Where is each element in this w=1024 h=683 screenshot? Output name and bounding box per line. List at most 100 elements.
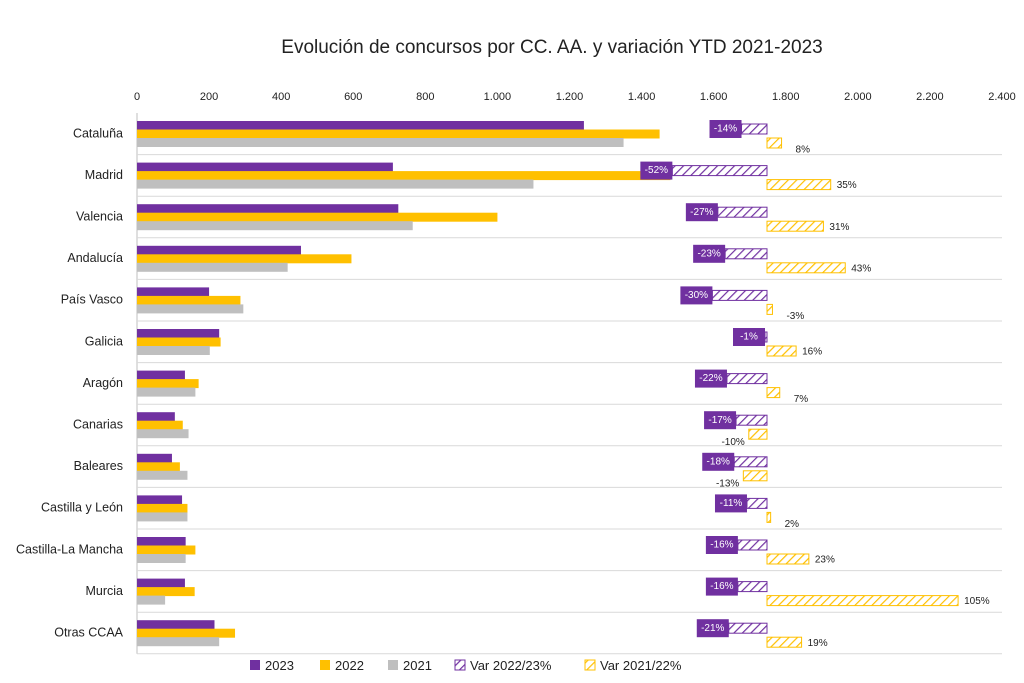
legend-swatch	[454, 659, 466, 671]
var-2022-23-bar	[746, 497, 768, 509]
var-2021-22-bar	[766, 303, 773, 315]
legend: 2023 2022 2021 Var 2022/23% Var 2021/22%	[250, 658, 682, 673]
var-2022-23-bar	[741, 123, 768, 135]
bar-2021	[137, 512, 188, 522]
bar-2022	[137, 337, 221, 347]
var-2021-22-bar	[748, 428, 768, 440]
category-row: Canarias -17% -10%	[73, 411, 1002, 448]
var-2022-23-label: -14%	[714, 124, 737, 135]
bar-2022	[137, 295, 241, 305]
var-2021-22-label: 43%	[851, 263, 871, 274]
legend-swatch	[388, 660, 398, 670]
bar-2022	[137, 587, 195, 597]
bar-2023	[137, 204, 399, 214]
category-label: Baleares	[74, 459, 123, 473]
legend-label: 2021	[403, 658, 432, 673]
bar-2022	[137, 628, 236, 638]
bar-2023	[137, 453, 172, 463]
category-label: Madrid	[85, 168, 123, 182]
bar-2022	[137, 379, 199, 389]
bar-2021	[137, 346, 210, 355]
bar-2021	[137, 637, 220, 647]
x-tick-label: 2.200	[916, 91, 944, 103]
var-2021-22-label: 105%	[964, 596, 990, 607]
var-2022-23-label-box	[693, 244, 726, 263]
category-label: Castilla y León	[41, 501, 123, 515]
category-rows: Cataluña -14% 8% Madrid -52% 35% Valencia -27% 3…	[16, 120, 1002, 655]
var-2022-23-label-box	[702, 452, 735, 471]
category-label: Galicia	[85, 334, 123, 348]
var-2021-22-label: 31%	[829, 222, 849, 233]
bar-2022	[137, 129, 660, 139]
x-tick-label: 200	[200, 91, 218, 103]
bar-2021	[137, 554, 186, 563]
x-tick-label: 0	[134, 91, 140, 103]
category-label: Andalucía	[67, 251, 123, 265]
category-row: Otras CCAA -21% 19%	[54, 619, 1002, 655]
var-2021-22-label: -13%	[716, 478, 739, 489]
category-row: Baleares -18% -13%	[74, 452, 1002, 489]
var-2022-23-label-box	[696, 619, 729, 638]
var-2021-22-label: 7%	[794, 394, 809, 405]
var-2022-23-label: -16%	[710, 540, 733, 551]
bar-2021	[137, 470, 188, 480]
x-tick-label: 1.800	[772, 91, 800, 103]
bar-2023	[137, 329, 220, 338]
x-axis: 0 200 400 600 800 1.000 1.200 1.400 1.600 1.800 2.…	[134, 91, 1016, 654]
var-2021-22-bar	[766, 220, 824, 232]
var-2022-23-label-box	[640, 161, 673, 180]
var-2021-22-label: 35%	[837, 180, 857, 191]
category-row: Galicia -1% 16%	[85, 328, 1002, 364]
x-tick-label: 1.200	[556, 91, 584, 103]
category-row: Andalucía -23% 43%	[67, 244, 1002, 280]
bar-2022	[137, 545, 196, 555]
x-tick-label: 1.600	[700, 91, 728, 103]
legend-label: 2023	[265, 658, 294, 673]
bar-2023	[137, 620, 215, 630]
category-label: Valencia	[76, 209, 123, 223]
legend-label: 2022	[335, 658, 364, 673]
x-tick-label: 2.000	[844, 91, 872, 103]
var-2022-23-label-box	[709, 120, 742, 138]
x-tick-label: 1.400	[628, 91, 656, 103]
var-2021-22-label: 19%	[808, 638, 828, 649]
var-2021-22-bar	[766, 636, 803, 648]
category-row: Cataluña -14% 8%	[73, 120, 1002, 156]
bar-2023	[137, 495, 183, 505]
x-tick-label: 2.400	[988, 91, 1016, 103]
var-2022-23-bar	[717, 206, 768, 218]
category-label: País Vasco	[61, 293, 123, 307]
var-2022-23-bar	[733, 456, 768, 468]
category-label: Cataluña	[73, 126, 123, 140]
x-tick-label: 800	[416, 91, 434, 103]
var-2021-22-label: -3%	[786, 311, 804, 322]
var-2021-22-bar	[766, 137, 783, 149]
var-2022-23-label-box	[714, 494, 747, 513]
var-2022-23-label: -16%	[710, 581, 733, 592]
var-2022-23-label: -1%	[740, 332, 758, 343]
category-row: Castilla y León -11% 2%	[41, 494, 1002, 530]
var-2022-23-label-box	[733, 328, 765, 346]
legend-swatch	[250, 660, 260, 670]
var-2022-23-bar	[671, 165, 768, 177]
category-label: Canarias	[73, 417, 123, 431]
bar-2022	[137, 420, 183, 430]
category-row: Valencia -27% 31%	[76, 203, 1002, 239]
bar-2022	[137, 503, 188, 513]
var-2021-22-label: 16%	[802, 347, 822, 358]
var-2022-23-label-box	[694, 369, 727, 388]
category-row: Aragón -22% 7%	[83, 369, 1002, 405]
var-2021-22-bar	[766, 511, 772, 523]
bar-2022	[137, 171, 671, 181]
var-2021-22-bar	[766, 595, 959, 607]
category-label: Murcia	[85, 584, 123, 598]
var-2022-23-label: -30%	[685, 290, 708, 301]
var-2022-23-label: -27%	[690, 207, 713, 218]
var-2022-23-label: -22%	[699, 373, 722, 384]
var-2021-22-bar	[766, 387, 781, 399]
bar-2022	[137, 254, 352, 264]
category-row: Castilla-La Mancha -16% 23%	[16, 536, 1002, 572]
bar-2023	[137, 287, 210, 297]
chart-title: Evolución de concursos por CC. AA. y var…	[281, 37, 822, 58]
var-2022-23-label-box	[705, 577, 738, 596]
